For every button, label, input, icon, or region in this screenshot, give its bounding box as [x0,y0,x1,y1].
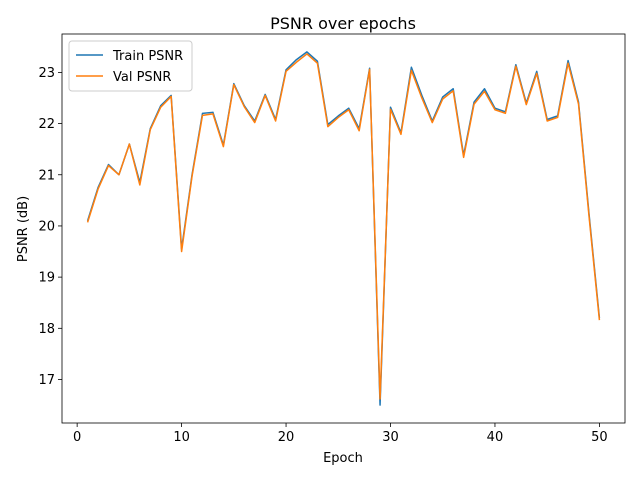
legend-box [68,40,193,92]
x-axis-ticks: 0 10 20 30 40 50 [73,423,608,445]
y-tick-label: 22 [38,117,55,132]
y-tick-label: 17 [38,373,55,388]
x-tick-label: 0 [73,430,81,445]
y-tick-label: 21 [38,168,55,183]
x-tick-label: 50 [591,430,608,445]
y-tick-label: 19 [38,271,55,286]
y-tick-label: 20 [38,219,55,234]
chart-title: PSNR over epochs [270,14,416,33]
plot-frame [61,33,626,424]
legend: Train PSNR Val PSNR [68,40,193,92]
x-tick-label: 40 [487,430,504,445]
series-line-val-psnr [86,53,601,400]
x-tick-label: 20 [278,430,295,445]
x-tick-label: 30 [382,430,399,445]
x-tick-label: 10 [173,430,190,445]
y-axis-label: PSNR (dB) [16,196,31,262]
y-tick-label: 23 [38,66,55,81]
series-layer [86,51,601,406]
x-axis-label: Epoch [323,451,363,466]
y-tick-label: 18 [38,322,55,337]
plot-area [62,34,625,423]
y-axis-ticks: 17 18 19 20 21 22 23 [38,66,62,388]
legend-label-val: Val PSNR [113,70,171,85]
legend-label-train: Train PSNR [112,49,183,64]
